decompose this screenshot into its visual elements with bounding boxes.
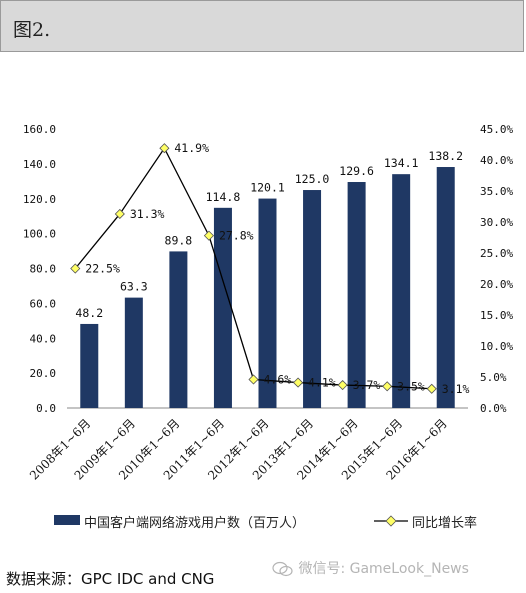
growth-marker (248, 374, 259, 385)
growth-marker (292, 377, 304, 388)
wechat-icon (272, 561, 293, 577)
bar (80, 323, 99, 408)
y-right-tick-label: 0.0% (480, 402, 507, 415)
watermark: 微信号: GameLook_News (272, 558, 469, 578)
y-right-tick-label: 5.0% (480, 371, 507, 384)
growth-value-label: 22.5% (85, 262, 120, 276)
bar (392, 174, 411, 408)
y-left-tick-label: 80.0 (30, 263, 57, 276)
y-right-tick-label: 30.0% (480, 216, 513, 229)
growth-marker (159, 143, 170, 154)
figure-title: 图2. (13, 19, 51, 41)
y-right-tick-label: 45.0% (480, 123, 513, 136)
y-left-tick-label: 0.0 (36, 402, 56, 415)
growth-value-label: 3.5% (397, 379, 425, 393)
data-source: 数据来源：GPC IDC and CNG (6, 570, 215, 588)
figure-header: 图2. (0, 0, 524, 52)
bar (213, 207, 232, 408)
bar (258, 198, 277, 408)
bar-value-label: 89.8 (165, 233, 193, 247)
y-left-tick-label: 100.0 (23, 228, 56, 241)
bar-value-label: 114.8 (206, 190, 241, 204)
growth-marker (203, 230, 215, 241)
growth-marker (114, 208, 125, 220)
y-left-tick-label: 20.0 (30, 367, 57, 380)
growth-marker (426, 383, 437, 394)
bar-value-label: 138.2 (428, 149, 463, 163)
bar-value-label: 120.1 (250, 181, 285, 195)
growth-value-label: 4.6% (264, 372, 292, 386)
bar-value-label: 48.2 (75, 306, 103, 320)
legend-bar-label: 中国客户端网络游戏用户数（百万人） (84, 516, 306, 531)
bar-value-label: 125.0 (295, 172, 330, 186)
y-right-tick-label: 15.0% (480, 309, 513, 322)
bar-value-label: 129.6 (339, 164, 374, 178)
y-left-tick-label: 60.0 (30, 297, 57, 310)
legend: 中国客户端网络游戏用户数（百万人） 同比增长率 (0, 512, 526, 532)
chart: 0.0 20.0 40.0 60.0 80.0 100.0 120.0 140.0 160.0 0… (23, 123, 514, 483)
growth-value-label: 27.8% (219, 229, 254, 243)
bar (347, 182, 366, 408)
watermark-text: 微信号: GameLook_News (298, 561, 469, 577)
bar-value-label: 134.1 (384, 156, 419, 170)
growth-value-label: 3.1% (442, 382, 470, 396)
growth-value-label: 4.1% (308, 376, 336, 390)
y-left-tick-label: 140.0 (23, 158, 56, 171)
growth-value-label: 31.3% (130, 207, 165, 221)
y-right-tick-label: 35.0% (480, 185, 513, 198)
y-left-tick-label: 160.0 (23, 123, 56, 136)
y-right-tick-label: 20.0% (480, 278, 513, 291)
y-left-tick-label: 120.0 (23, 193, 56, 206)
bar (124, 297, 143, 408)
growth-marker (70, 263, 81, 274)
bar (303, 190, 322, 408)
bar-value-label: 63.3 (120, 280, 148, 294)
legend-line-label: 同比增长率 (412, 516, 478, 531)
growth-marker (337, 379, 348, 391)
growth-value-label: 41.9% (174, 141, 209, 155)
y-left-tick-label: 40.0 (30, 332, 57, 345)
bar (169, 251, 188, 408)
legend-line-swatch (374, 515, 408, 527)
y-right-tick-label: 25.0% (480, 247, 513, 260)
legend-bar-swatch (54, 515, 80, 525)
y-right-tick-label: 40.0% (480, 154, 513, 167)
bar (436, 167, 455, 408)
growth-value-label: 3.7% (353, 378, 381, 392)
y-right-tick-label: 10.0% (480, 340, 513, 353)
growth-marker (382, 381, 393, 392)
